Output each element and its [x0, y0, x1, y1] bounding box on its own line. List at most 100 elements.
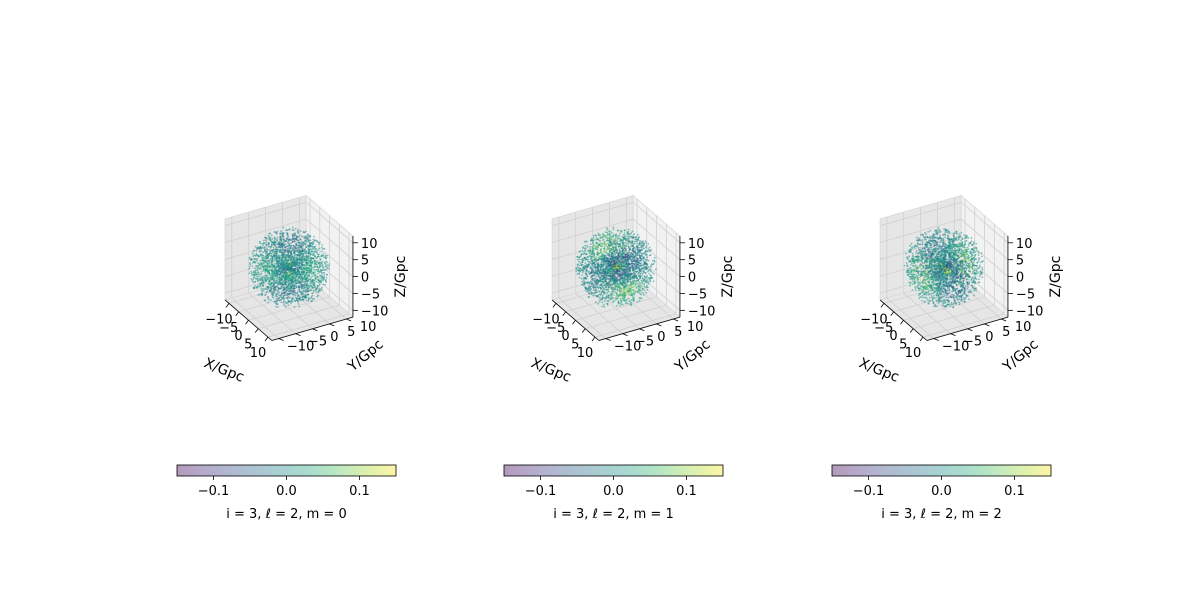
data-point — [270, 259, 273, 262]
data-point — [305, 259, 308, 262]
data-point — [632, 250, 635, 253]
data-point — [267, 301, 270, 304]
data-point — [304, 288, 307, 291]
data-point — [278, 256, 281, 259]
data-point — [271, 285, 274, 288]
data-point — [638, 236, 641, 238]
data-point — [274, 279, 277, 282]
data-point — [579, 250, 582, 253]
data-point — [259, 285, 262, 287]
data-point — [633, 242, 636, 245]
data-point — [623, 291, 626, 293]
data-point — [258, 240, 261, 243]
data-point — [618, 243, 621, 245]
data-point — [652, 263, 654, 266]
data-point — [273, 253, 275, 256]
data-point — [311, 261, 313, 264]
data-point — [260, 270, 263, 273]
data-point — [627, 235, 629, 238]
data-point — [578, 276, 581, 279]
data-point — [640, 245, 643, 248]
data-point — [578, 256, 581, 259]
data-point — [319, 263, 321, 266]
data-point — [311, 275, 314, 278]
data-point — [277, 278, 280, 281]
data-point — [295, 238, 298, 240]
data-point — [641, 287, 644, 290]
data-point — [288, 270, 291, 273]
data-point — [593, 263, 596, 265]
data-point — [316, 285, 319, 288]
data-point — [292, 247, 294, 250]
data-point — [601, 242, 603, 245]
data-point — [292, 261, 294, 264]
data-point — [267, 234, 270, 237]
data-point — [260, 272, 263, 275]
data-point — [275, 246, 277, 248]
data-point — [621, 287, 623, 290]
data-point — [307, 245, 310, 248]
data-point — [255, 250, 258, 252]
data-point — [298, 282, 300, 284]
data-point — [628, 300, 631, 303]
data-point — [611, 252, 614, 255]
data-point — [606, 231, 609, 234]
data-point — [633, 233, 636, 236]
data-point — [264, 265, 266, 267]
data-point — [287, 241, 289, 244]
data-point — [292, 289, 295, 292]
data-point — [278, 232, 281, 235]
data-point — [578, 267, 581, 270]
data-point — [310, 269, 313, 272]
data-point — [603, 243, 606, 246]
data-point — [639, 286, 642, 288]
data-point — [307, 299, 310, 302]
data-point — [614, 253, 616, 256]
data-point — [645, 245, 648, 247]
data-point — [318, 247, 320, 250]
data-point — [310, 297, 312, 300]
data-point — [284, 257, 287, 260]
data-point — [281, 260, 284, 263]
data-point — [282, 226, 285, 229]
data-point — [297, 299, 300, 302]
data-point — [645, 277, 648, 280]
data-point — [321, 275, 323, 278]
x-tick-label: 10 — [250, 346, 267, 361]
data-point — [260, 261, 263, 264]
data-point — [283, 261, 286, 263]
data-point — [304, 296, 306, 299]
data-point — [287, 254, 290, 256]
data-point — [301, 273, 304, 276]
data-point — [301, 263, 304, 265]
data-point — [285, 302, 288, 305]
data-point — [642, 257, 645, 260]
data-point — [294, 227, 297, 230]
y-tick — [278, 338, 284, 341]
data-point — [600, 263, 603, 266]
data-point — [250, 258, 253, 261]
data-point — [646, 258, 649, 261]
data-point — [582, 270, 585, 273]
data-point — [650, 264, 652, 267]
data-point — [643, 285, 646, 288]
data-point — [282, 296, 285, 298]
data-point — [319, 290, 321, 292]
data-point — [285, 266, 288, 268]
data-point — [618, 234, 621, 237]
data-point — [257, 265, 259, 268]
data-point — [647, 281, 649, 284]
data-point — [283, 244, 286, 247]
data-point — [252, 255, 255, 258]
x-tick — [254, 328, 259, 333]
data-point — [313, 279, 316, 282]
data-point — [587, 249, 589, 252]
data-point — [271, 267, 273, 269]
data-point — [314, 245, 316, 248]
data-point — [591, 264, 594, 267]
data-point — [309, 282, 312, 285]
data-point — [309, 235, 312, 238]
data-point — [295, 258, 297, 261]
data-point — [271, 274, 274, 277]
data-point — [307, 293, 309, 296]
